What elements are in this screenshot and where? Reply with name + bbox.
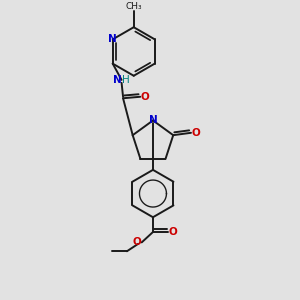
Text: N: N — [148, 116, 157, 125]
Text: N: N — [108, 34, 117, 44]
Text: O: O — [133, 237, 142, 248]
Text: H: H — [122, 75, 129, 85]
Text: O: O — [168, 227, 177, 237]
Text: CH₃: CH₃ — [125, 2, 142, 11]
Text: N: N — [113, 75, 122, 85]
Text: O: O — [140, 92, 149, 102]
Text: O: O — [191, 128, 200, 138]
